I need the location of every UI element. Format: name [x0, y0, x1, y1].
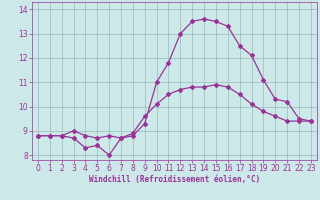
X-axis label: Windchill (Refroidissement éolien,°C): Windchill (Refroidissement éolien,°C) [89, 175, 260, 184]
